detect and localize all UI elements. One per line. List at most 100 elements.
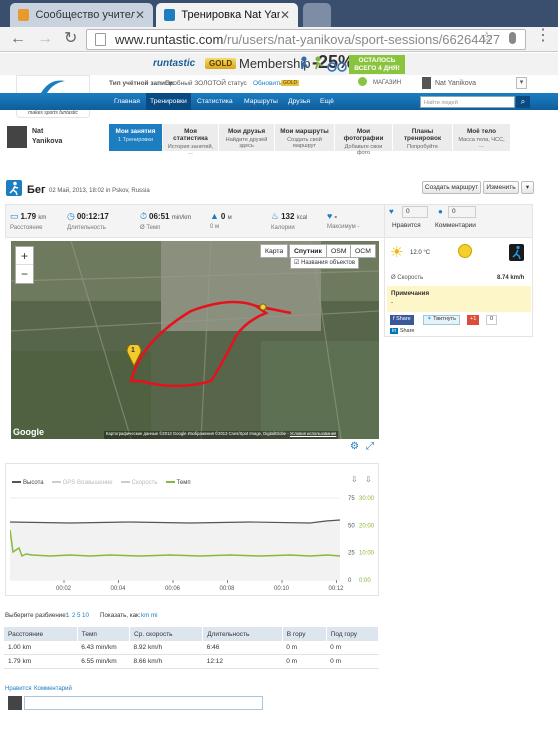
copyright-text: Картографические данные ©2013 Google Изо…: [106, 431, 289, 436]
nav-trainings[interactable]: Тренировки: [146, 93, 191, 110]
unit-mi[interactable]: mi: [151, 612, 158, 619]
table-cell: 6.43 min/km: [77, 641, 130, 655]
subnav-title: Моя статистика: [173, 128, 208, 142]
legend-item[interactable]: Темп: [165, 480, 191, 486]
stat-value: 0: [220, 212, 226, 221]
create-route-button[interactable]: Создать маршрут: [422, 181, 481, 194]
unit-km[interactable]: km: [141, 612, 150, 619]
route-map[interactable]: + − Карта Спутник OSM OCM ☑ Названия объ…: [11, 241, 379, 439]
shop-icon[interactable]: [358, 77, 367, 86]
terms-link[interactable]: Условия использования: [289, 431, 337, 436]
nav-home[interactable]: Главная: [114, 98, 140, 105]
linkedin-icon: in: [390, 328, 399, 334]
split-option-1[interactable]: 1: [66, 612, 70, 619]
likes-label[interactable]: Нравится: [392, 222, 421, 229]
elevation-pace-graph[interactable]: 75 30:00 50 20:00 25 10:00 0 0:00 00:02 00:04 00:0…: [10, 490, 378, 590]
bookmark-star-icon[interactable]: ☆: [480, 29, 494, 46]
fullscreen-icon[interactable]: ⤢: [366, 441, 374, 452]
tab-title: Тренировка Nat Yanikova: [181, 9, 280, 21]
edit-dropdown-button[interactable]: ▾: [521, 181, 534, 194]
zoom-in-button[interactable]: +: [16, 247, 33, 265]
shop-link[interactable]: МАГАЗИН: [373, 80, 402, 86]
subnav-my-activities[interactable]: Мои занятия 1 Тренировки: [109, 124, 163, 151]
user-name[interactable]: Nat Yanikova: [435, 80, 476, 87]
labels-overlay-toggle[interactable]: ☑ Названия объектов: [290, 257, 360, 269]
google-plus-button[interactable]: +1: [467, 315, 480, 325]
back-icon[interactable]: ←: [10, 30, 26, 47]
close-tab-icon[interactable]: ✕: [279, 8, 290, 22]
edit-button[interactable]: Изменить: [483, 181, 519, 194]
activity-graph-panel: [5, 463, 379, 596]
browser-tab-teachers[interactable]: Сообщество учителей Int ✕: [10, 3, 153, 27]
map-type-satellite[interactable]: Спутник: [289, 244, 327, 258]
subnav-my-routes[interactable]: Мои маршруты Создать свой маршрут: [275, 124, 335, 151]
map-settings-icon[interactable]: ⚙: [350, 441, 359, 452]
subnav-my-friends[interactable]: Мои друзья Найдите друзей здесь: [219, 124, 275, 151]
linkedin-share-button[interactable]: in Share: [390, 328, 415, 338]
comment-bubble-icon[interactable]: ●: [438, 207, 443, 216]
profile-avatar[interactable]: [7, 126, 27, 148]
google-plus-count: 0: [486, 315, 498, 325]
search-icon[interactable]: ⌕: [516, 96, 530, 108]
split-option-2[interactable]: 2: [72, 612, 76, 619]
subnav-sub: Масса тела, ЧСС, ...: [458, 137, 505, 149]
legend-item[interactable]: Высота: [12, 480, 44, 486]
address-bar[interactable]: www.runtastic.com/ru/users/nat-yanikova/…: [86, 29, 526, 50]
graph-download-icon[interactable]: ⇩: [365, 475, 372, 484]
graph-export-icon[interactable]: ⇩: [351, 475, 358, 484]
subnav-my-body[interactable]: Моё тело Масса тела, ЧСС, ...: [453, 124, 511, 151]
new-tab-button[interactable]: [303, 3, 331, 27]
nav-statistics[interactable]: Статистика: [197, 98, 233, 105]
x-tick: 00:02: [56, 586, 72, 590]
nav-routes[interactable]: Маршруты: [244, 98, 278, 105]
zoom-controls: + −: [15, 246, 34, 284]
zoom-out-button[interactable]: −: [20, 267, 28, 281]
like-link[interactable]: Нравится: [5, 686, 32, 692]
user-avatar[interactable]: [422, 77, 431, 89]
nav-friends[interactable]: Друзья: [288, 98, 311, 105]
legend-swatch-icon: [165, 481, 175, 484]
likes-count: 0: [402, 206, 428, 218]
upgrade-link[interactable]: Обновить: [253, 80, 283, 87]
legend-item[interactable]: GPS Возвышение: [51, 480, 113, 486]
comments-label[interactable]: Комментарии: [435, 222, 476, 229]
stat-label: Ø Темп: [140, 225, 161, 231]
comment-input[interactable]: [24, 696, 263, 710]
nav-more[interactable]: Ещё: [320, 98, 334, 105]
microphone-icon[interactable]: [509, 32, 516, 44]
y-right-tick: 20:00: [359, 523, 375, 529]
map-type-osm[interactable]: OSM: [326, 244, 352, 258]
runtastic-favicon-icon: [164, 9, 176, 21]
subnav-my-statistics[interactable]: Моя статистика История занятий, ...: [163, 124, 219, 156]
user-menu-dropdown[interactable]: ▾: [516, 77, 527, 89]
subnav-my-photos[interactable]: Мои фотографии Добавьте свои фото: [335, 124, 393, 156]
map-type-map[interactable]: Карта: [260, 244, 289, 258]
menu-icon[interactable]: ⋮: [535, 27, 551, 44]
legend-item[interactable]: Скорость: [120, 480, 158, 486]
commenter-avatar: [8, 696, 22, 710]
like-heart-icon[interactable]: ♥: [389, 207, 394, 216]
split-option-5[interactable]: 5: [77, 612, 81, 619]
facebook-share-button[interactable]: f Share: [390, 315, 414, 325]
comment-link[interactable]: Комментарий: [34, 686, 72, 692]
browser-tab-training[interactable]: Тренировка Nat Yanikova ✕: [156, 3, 298, 27]
forward-icon[interactable]: →: [37, 30, 53, 47]
profile-last-name[interactable]: Yanikova: [32, 138, 63, 145]
split-option-10[interactable]: 10: [82, 612, 89, 619]
close-tab-icon[interactable]: ✕: [134, 8, 145, 22]
splits-column-header: Ср. скорость: [129, 627, 204, 641]
start-marker[interactable]: 1: [126, 342, 142, 368]
x-tick: 00:08: [220, 586, 236, 590]
notes-value: -: [391, 299, 394, 306]
legend-label: Высота: [23, 480, 44, 486]
subnav-training-plans[interactable]: Планы тренировок Попробуйте: [393, 124, 453, 151]
promo-countdown-badge[interactable]: ОСТАЛОСЬ ВСЕГО 4 ДНЯ!: [349, 55, 405, 74]
map-type-ocm[interactable]: OCM: [350, 244, 376, 258]
satellite-map-image: [11, 241, 379, 439]
reload-icon[interactable]: ↻: [64, 30, 78, 47]
gold-promo-banner[interactable]: runtastic GOLD Membership -25% ОСТАЛОСЬ …: [0, 52, 558, 75]
search-input[interactable]: Найти людей: [420, 96, 515, 108]
tweet-button[interactable]: ✦ Твитнуть: [423, 315, 460, 325]
profile-first-name[interactable]: Nat: [32, 128, 44, 135]
